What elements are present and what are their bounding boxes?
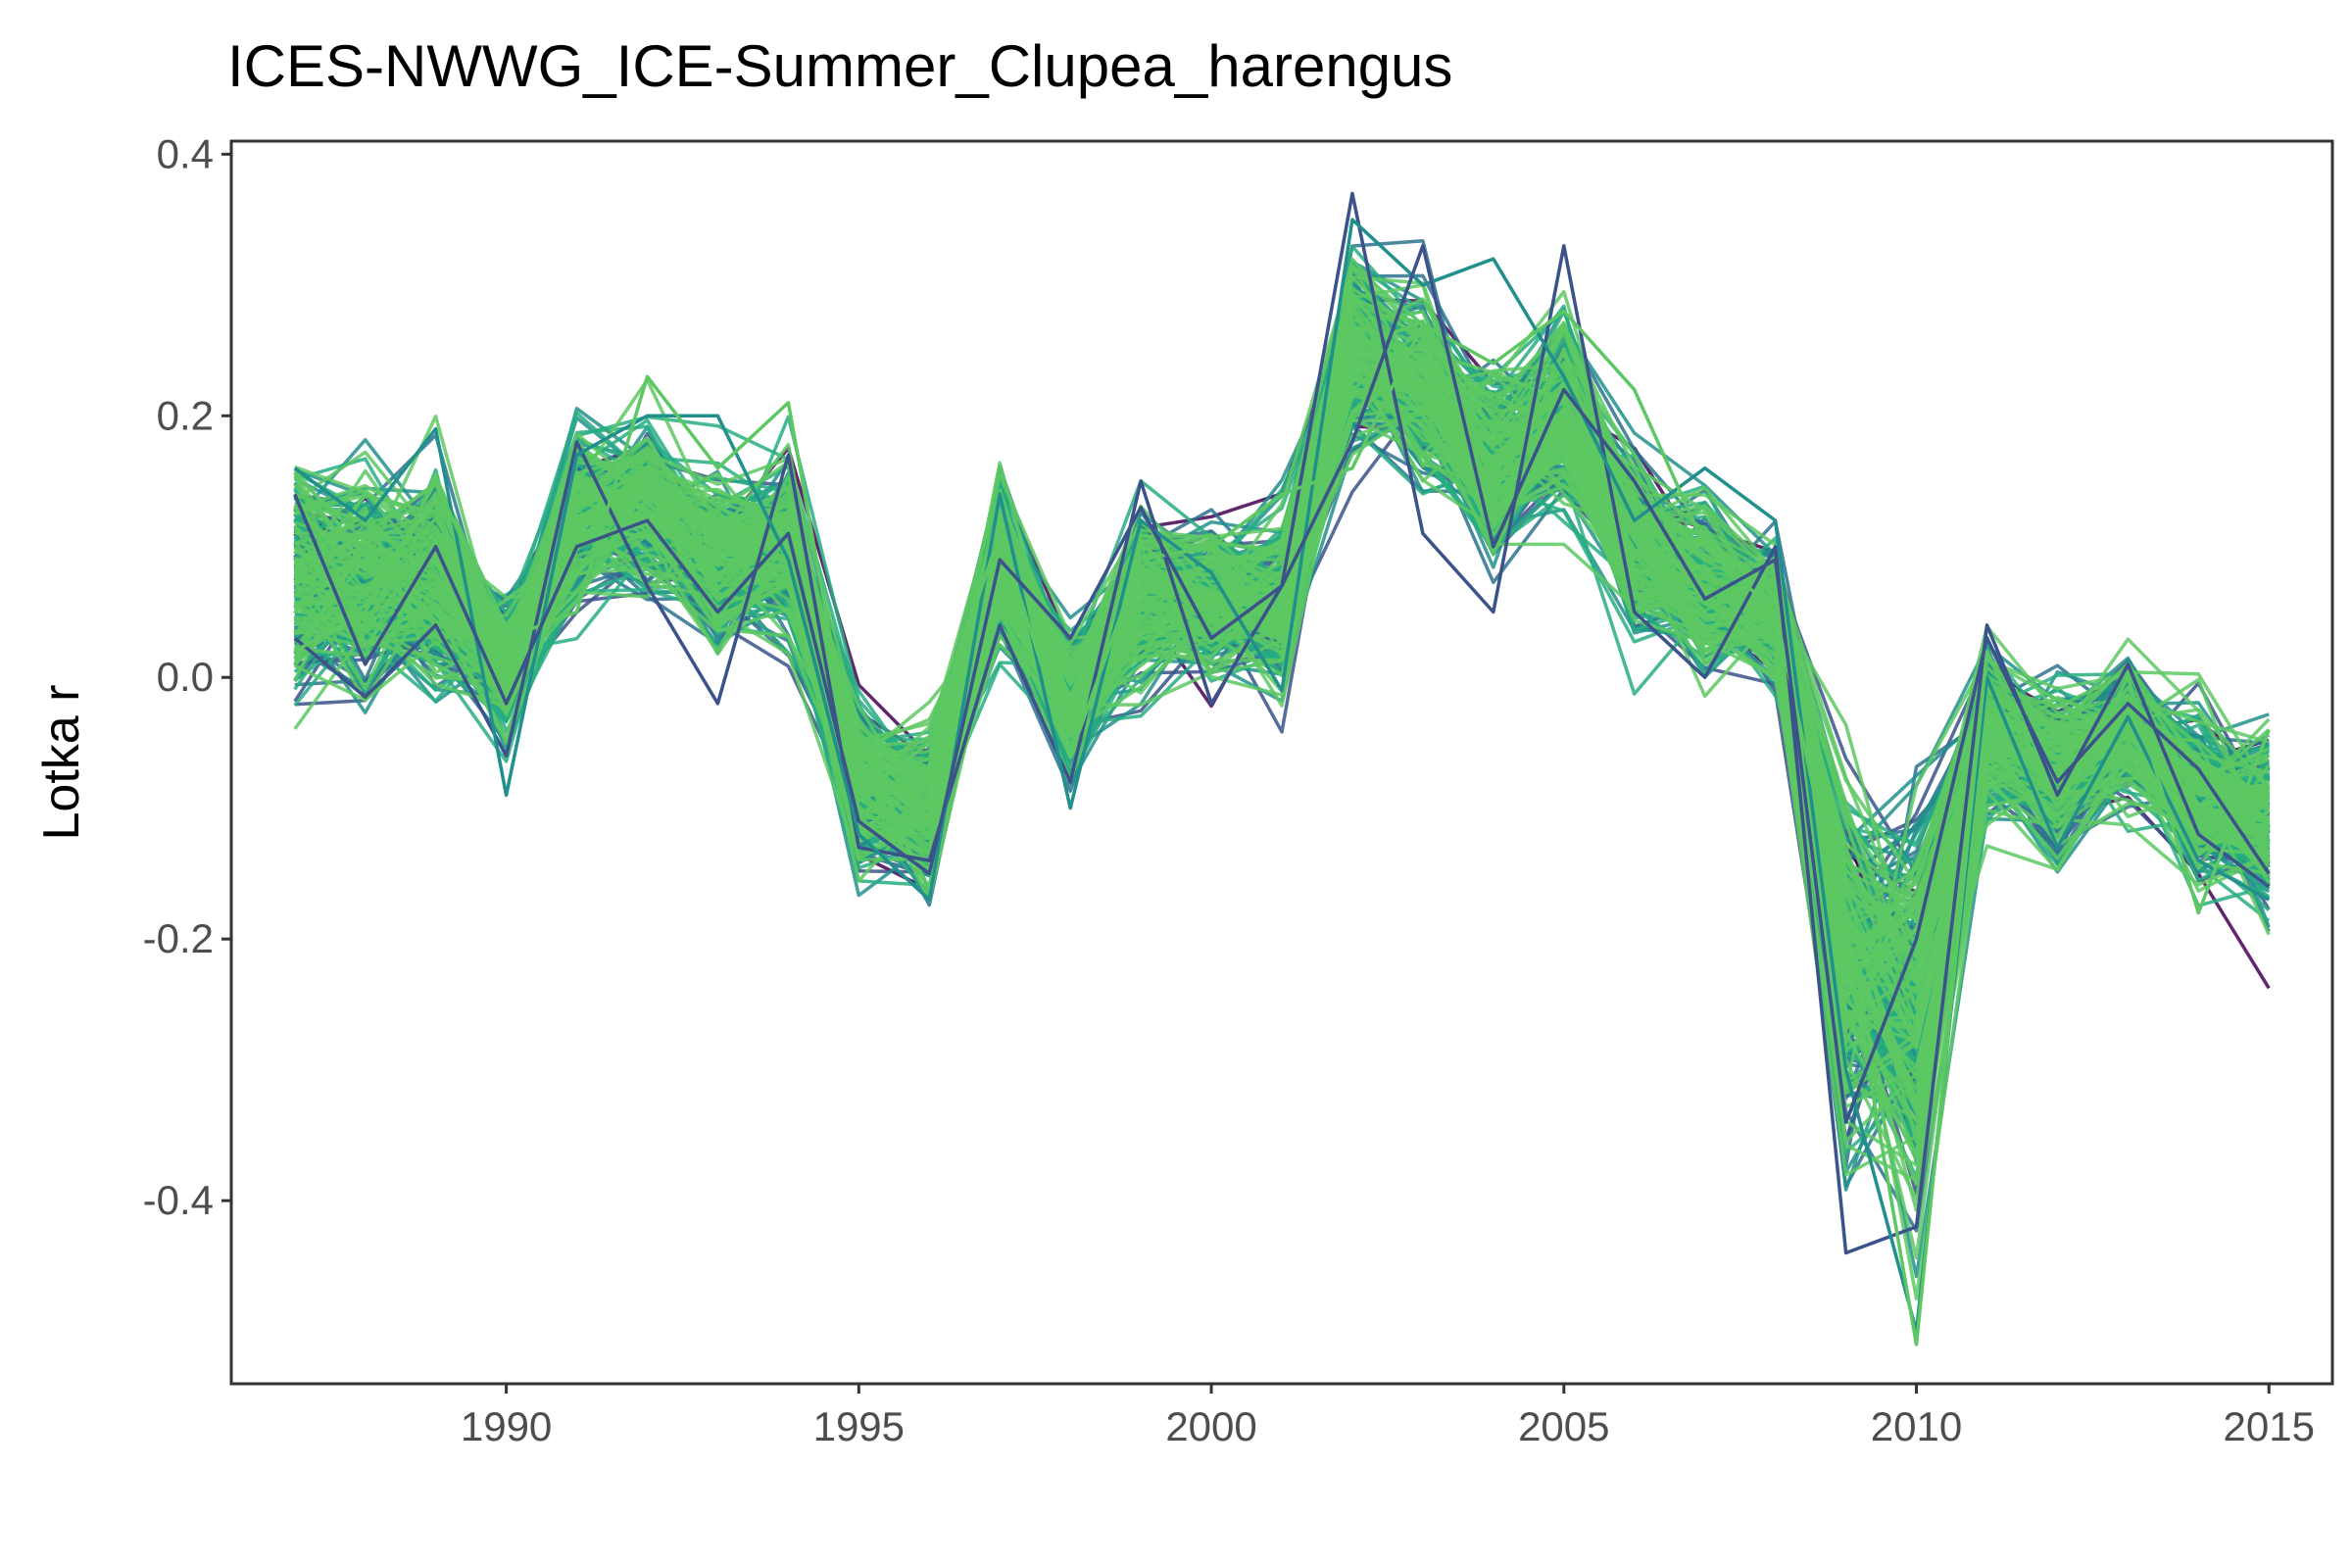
- x-tick-label: 2010: [1871, 1403, 1962, 1449]
- y-tick-label: -0.4: [143, 1177, 214, 1223]
- series-line-outlier: [293, 244, 2271, 1124]
- plot-panel-border: [229, 139, 2334, 1386]
- x-tick-label: 2000: [1165, 1403, 1256, 1449]
- y-tick-label: 0.0: [157, 654, 214, 700]
- series-line: [293, 289, 2271, 969]
- chart-title: ICES-NWWG_ICE-Summer_Clupea_harengus: [227, 33, 1452, 99]
- series-line: [294, 264, 2270, 1042]
- y-axis: -0.4 -0.2 0.0 0.2 0.4: [143, 130, 231, 1223]
- x-tick-label: 1990: [461, 1403, 552, 1449]
- x-tick-label: 2015: [2224, 1403, 2315, 1449]
- x-axis: 1990 1995 2000 2005 2010 2015: [461, 1384, 2315, 1449]
- series-layer: [293, 191, 2271, 1347]
- y-tick-label: 0.2: [157, 392, 214, 438]
- y-axis-title: Lotka r: [33, 685, 90, 841]
- series-line-outlier: [293, 309, 2271, 1347]
- series-line: [293, 378, 2271, 1109]
- y-tick-label: 0.4: [157, 130, 214, 176]
- y-tick-label: -0.2: [143, 915, 214, 961]
- series-line: [293, 366, 2270, 957]
- x-tick-label: 2005: [1518, 1403, 1609, 1449]
- x-tick-label: 1995: [813, 1403, 905, 1449]
